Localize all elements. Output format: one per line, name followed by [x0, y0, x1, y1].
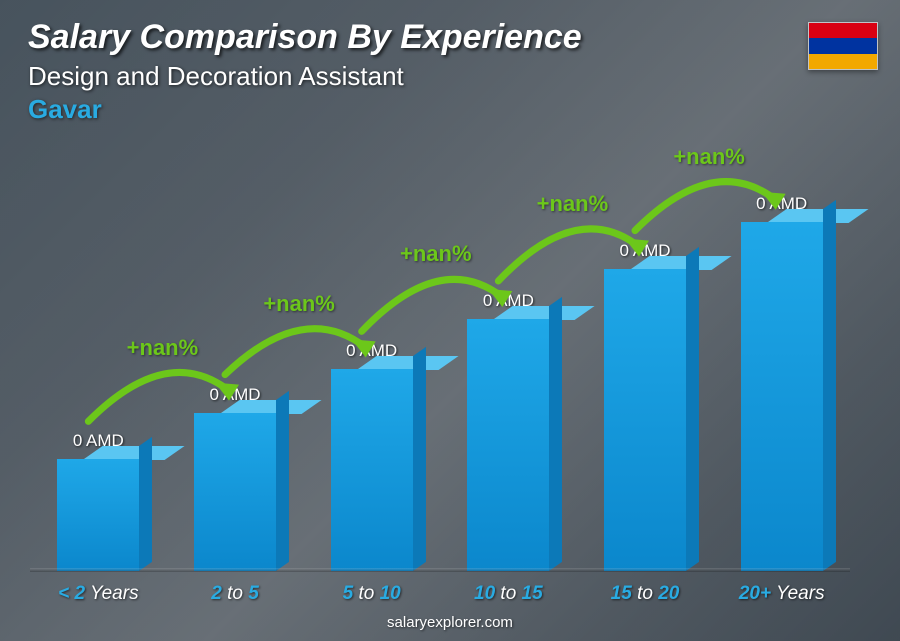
x-axis-label: 15 to 20 — [577, 583, 714, 605]
increment-label: +nan% — [127, 335, 199, 361]
title-block: Salary Comparison By Experience Design a… — [28, 18, 582, 125]
flag-stripe-2 — [809, 38, 877, 53]
bar-slot: 0 AMD — [713, 130, 850, 571]
increment-label: +nan% — [263, 291, 335, 317]
baseline — [30, 568, 850, 572]
flag-stripe-3 — [809, 54, 877, 69]
bar — [57, 459, 139, 571]
bar — [467, 319, 549, 571]
x-axis-labels: < 2 Years2 to 55 to 1010 to 1515 to 2020… — [30, 583, 850, 605]
flag-stripe-1 — [809, 23, 877, 38]
bar — [741, 222, 823, 571]
increment-label: +nan% — [537, 191, 609, 217]
bar — [194, 413, 276, 571]
increment-label: +nan% — [673, 144, 745, 170]
bar — [604, 269, 686, 571]
chart-location: Gavar — [28, 94, 582, 125]
chart-title: Salary Comparison By Experience — [28, 18, 582, 57]
x-axis-label: 20+ Years — [713, 583, 850, 605]
chart-area: 0 AMD0 AMD0 AMD0 AMD0 AMD0 AMD +nan%+nan… — [30, 130, 850, 571]
bar-slot: 0 AMD — [303, 130, 440, 571]
x-axis-label: < 2 Years — [30, 583, 167, 605]
x-axis-label: 2 to 5 — [167, 583, 304, 605]
bar — [331, 369, 413, 571]
footer-credit: salaryexplorer.com — [0, 614, 900, 631]
x-axis-label: 10 to 15 — [440, 583, 577, 605]
x-axis-label: 5 to 10 — [303, 583, 440, 605]
increment-label: +nan% — [400, 241, 472, 267]
flag-icon — [808, 22, 878, 70]
chart-subtitle: Design and Decoration Assistant — [28, 61, 582, 92]
chart-canvas: Salary Comparison By Experience Design a… — [0, 0, 900, 641]
